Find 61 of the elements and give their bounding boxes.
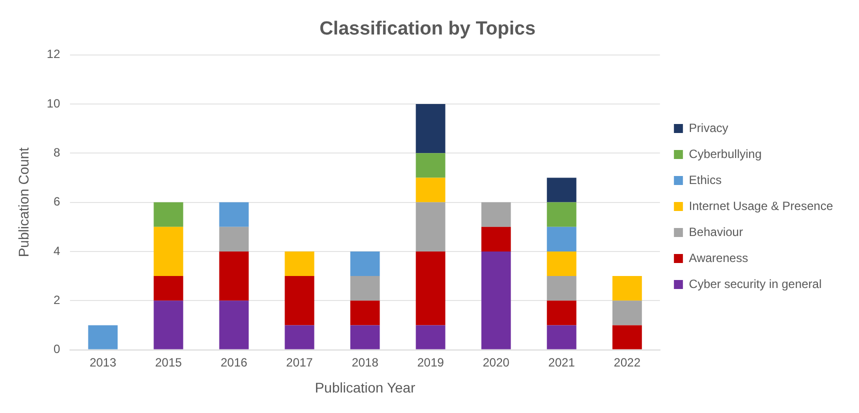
bar [546,178,576,202]
bar [546,202,576,227]
x-tick-label: 2016 [220,355,248,370]
bar [219,202,249,227]
bar [546,300,576,326]
bar [546,325,576,350]
y-tick-label: 0 [53,342,60,356]
bar [88,325,118,350]
bar [350,325,380,350]
bar [481,251,511,350]
legend-label: Awareness [688,250,748,265]
bar [350,276,380,301]
y-tick-label: 6 [53,194,60,209]
bar [416,325,446,350]
x-tick-label: 2013 [90,355,117,370]
bar [612,325,642,350]
bar [219,251,249,301]
bar [546,251,576,276]
bar [284,325,314,350]
bar [416,202,446,252]
y-tick-label: 12 [46,47,60,62]
chart-title: Classification by Topics [319,18,536,40]
x-tick-label: 2022 [614,355,641,370]
bar [546,226,576,252]
bar [284,251,314,276]
bar [219,226,249,252]
bar [219,300,249,350]
x-tick-label: 2018 [352,355,379,370]
legend-label: Ethics [688,172,722,187]
bar [416,104,446,154]
x-tick-label: 2015 [155,355,182,370]
bar [481,202,511,227]
x-tick-label: 2019 [417,355,444,370]
legend-label: Cyberbullying [688,146,762,161]
x-axis-title: Publication Year [314,379,416,396]
bar [350,300,380,326]
bar [546,276,576,301]
bar [350,251,380,276]
y-tick-label: 10 [46,96,60,110]
bar [416,178,446,202]
x-tick-label: 2021 [548,355,576,370]
bar [612,300,642,326]
bar [154,202,184,227]
legend-label: Behaviour [688,224,743,239]
x-tick-label: 2017 [286,355,314,370]
bar [612,276,642,301]
y-tick-label: 4 [53,244,60,258]
legend-label: Internet Usage & Presence [688,198,834,213]
legend-label: Privacy [688,120,728,135]
bar [481,226,511,252]
bar [154,226,184,276]
x-tick-label: 2020 [482,355,510,370]
y-axis-title: Publication Count [15,147,32,258]
bar [154,276,184,301]
y-tick-label: 2 [53,292,60,307]
bar [284,276,314,326]
legend-label: Cyber security in general [688,276,822,291]
bar [416,251,446,326]
y-tick-label: 8 [53,145,60,160]
bar [154,300,184,350]
bar [416,153,446,178]
